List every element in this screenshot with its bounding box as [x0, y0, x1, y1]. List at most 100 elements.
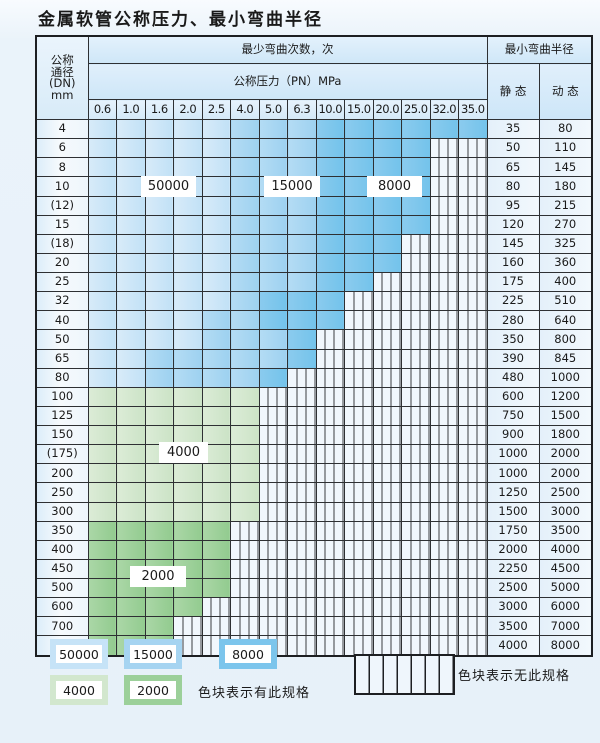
spec-cell-none [287, 482, 317, 503]
spec-cell-none [315, 597, 345, 618]
table-row: 15 120 270 [35, 214, 593, 235]
spec-cell-4000 [144, 482, 174, 503]
table-row: 80 480 1000 [35, 367, 593, 388]
spec-cell-4000 [230, 444, 260, 465]
spec-cell-15000 [230, 176, 260, 197]
spec-cell-none [315, 463, 345, 484]
spec-cell-50000 [173, 138, 203, 159]
dynamic-radius-value: 2000 [538, 463, 593, 484]
spec-cell-none [429, 444, 459, 465]
spec-cell-none [429, 329, 459, 350]
spec-cell-none [401, 310, 431, 331]
table-row: (18) 145 325 [35, 233, 593, 254]
spec-cell-none [429, 539, 459, 560]
spec-cell-15000 [287, 214, 317, 235]
spec-cell-2000 [173, 597, 203, 618]
spec-cell-15000 [287, 233, 317, 254]
spec-cell-none [401, 271, 431, 293]
table-row: 150 900 1800 [35, 424, 593, 446]
spec-cell-50000 [144, 138, 174, 159]
spec-cell-none [429, 558, 459, 580]
static-radius-value: 2250 [486, 558, 540, 580]
spec-cell-15000 [258, 214, 288, 235]
spec-cell-none [429, 635, 459, 656]
spec-cell-none [315, 539, 345, 560]
spec-cell-none [230, 597, 260, 618]
dynamic-radius-value: 3000 [538, 501, 593, 522]
legend-swatch-label: 8000 [225, 645, 271, 663]
spec-cell-2000 [144, 597, 174, 618]
spec-cell-none [401, 482, 431, 503]
spec-cell-none [258, 597, 288, 618]
spec-cell-8000 [372, 214, 402, 235]
spec-cell-4000 [230, 386, 260, 407]
spec-cell-none [458, 405, 488, 427]
dn-header-line: mm [51, 87, 74, 102]
static-radius-value: 350 [486, 329, 540, 350]
spec-cell-4000 [87, 444, 117, 465]
spec-cell-50000 [116, 329, 146, 350]
spec-cell-none [344, 520, 374, 541]
table-row: 400 2000 4000 [35, 539, 593, 560]
spec-cell-4000 [144, 405, 174, 427]
spec-cell-none [429, 482, 459, 503]
spec-cell-none [429, 367, 459, 388]
spec-cell-none [344, 310, 374, 331]
spec-cell-none [258, 405, 288, 427]
spec-cell-none [372, 310, 402, 331]
legend-swatch-label: 2000 [130, 681, 176, 699]
spec-cell-50000 [87, 348, 117, 369]
spec-cell-15000 [258, 348, 288, 369]
spec-cell-none [429, 616, 459, 637]
spec-cell-4000 [116, 463, 146, 484]
spec-cell-4000 [144, 501, 174, 522]
dynamic-radius-value: 4000 [538, 539, 593, 560]
spec-cell-none [173, 616, 203, 637]
spec-cell-none [344, 616, 374, 637]
spec-cell-8000 [315, 252, 345, 274]
spec-cell-50000 [87, 367, 117, 388]
spec-cell-50000 [201, 233, 231, 254]
spec-cell-none [458, 367, 488, 388]
table-row: 600 3000 6000 [35, 597, 593, 618]
spec-cell-50000 [87, 233, 117, 254]
spec-cell-none [315, 635, 345, 656]
spec-cell-15000 [201, 310, 231, 331]
spec-cell-4000 [201, 501, 231, 522]
spec-cell-15000 [287, 138, 317, 159]
spec-cell-none [429, 157, 459, 178]
static-radius-value: 2500 [486, 577, 540, 599]
spec-cell-50000 [87, 310, 117, 331]
spec-cell-4000 [230, 463, 260, 484]
spec-cell-none [287, 597, 317, 618]
zone-label-8000: 8000 [367, 176, 422, 197]
spec-cell-none [458, 424, 488, 446]
spec-cell-15000 [230, 291, 260, 312]
spec-cell-2000 [144, 616, 174, 637]
spec-cell-none [287, 577, 317, 599]
spec-cell-50000 [144, 195, 174, 216]
static-radius-value: 120 [486, 214, 540, 235]
spec-cell-15000 [258, 157, 288, 178]
dn-value: 500 [35, 577, 89, 599]
spec-cell-none [344, 597, 374, 618]
spec-cell-4000 [173, 501, 203, 522]
dn-header-line: 通径 [50, 64, 74, 79]
dn-value: 25 [35, 271, 89, 293]
spec-cell-15000 [258, 271, 288, 293]
pn-column-header: 2.0 [173, 99, 203, 120]
spec-cell-15000 [258, 329, 288, 350]
spec-cell-none [287, 444, 317, 465]
static-radius-value: 145 [486, 233, 540, 254]
dynamic-radius-value: 5000 [538, 577, 593, 599]
spec-cell-8000 [401, 195, 431, 216]
spec-cell-8000 [344, 252, 374, 274]
spec-cell-none [401, 367, 431, 388]
spec-cell-none [287, 558, 317, 580]
spec-cell-none [401, 558, 431, 580]
spec-cell-4000 [144, 386, 174, 407]
spec-cell-15000 [230, 252, 260, 274]
spec-cell-none [372, 558, 402, 580]
spec-cell-15000 [230, 367, 260, 388]
spec-cell-50000 [201, 214, 231, 235]
